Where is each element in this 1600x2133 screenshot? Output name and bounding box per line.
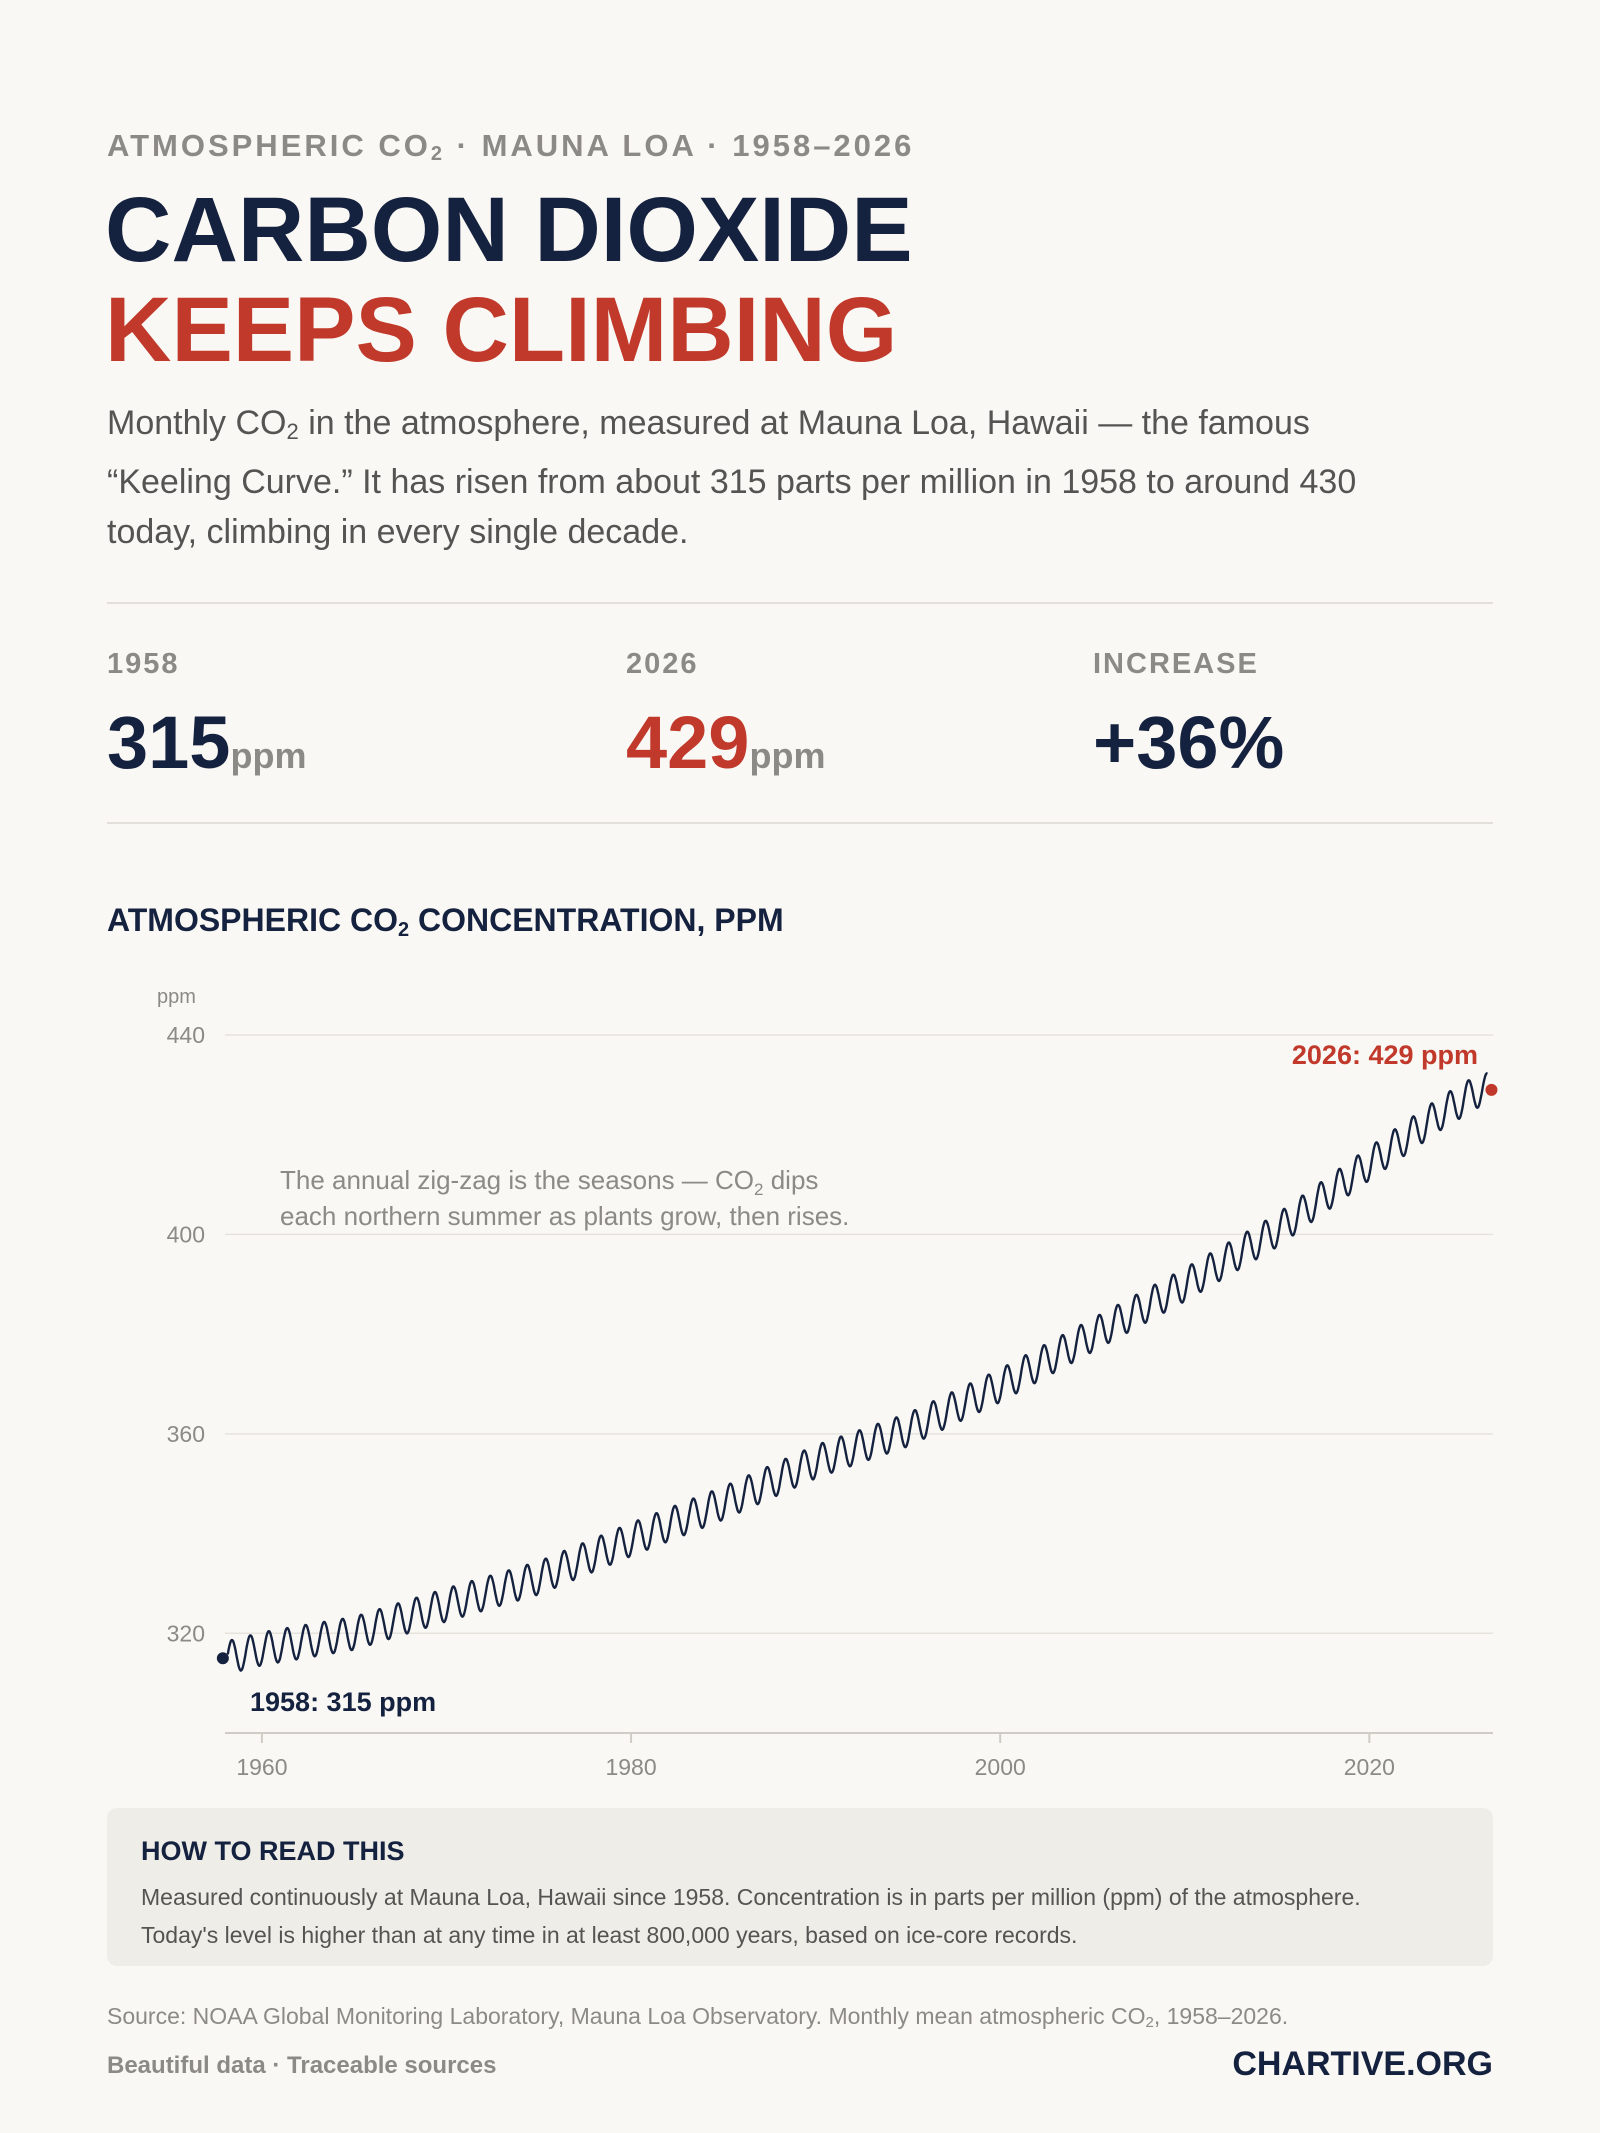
x-tick-label: 1980: [605, 1754, 656, 1780]
x-tick-labels: 1960 1980 2000 2020: [236, 1733, 1395, 1780]
start-point: [216, 1652, 229, 1665]
x-tick-label: 1960: [236, 1754, 287, 1780]
page-title: CARBON DIOXIDE KEEPS CLIMBING: [105, 180, 913, 380]
y-tick-label: 400: [167, 1221, 205, 1247]
y-tick-label: 320: [167, 1620, 205, 1646]
how-to-read-heading: HOW TO READ THIS: [141, 1836, 405, 1866]
divider-bottom: [107, 822, 1493, 824]
end-point-label: 2026: 429 ppm: [1292, 1040, 1478, 1070]
divider-top: [107, 602, 1493, 604]
seasonal-annotation: The annual zig-zag is the seasons — CO2 …: [280, 1165, 849, 1231]
chart-title: ATMOSPHERIC CO2 CONCENTRATION, PPM: [107, 902, 784, 941]
co2-line-chart: 320 360 400 440 1960 1980 2000 2020 ppm The an…: [157, 986, 1498, 1780]
title-line-1: CARBON DIOXIDE: [105, 179, 913, 281]
co2-series-line: [226, 1072, 1488, 1672]
stat-2026: 2026 429ppm: [626, 648, 825, 796]
stat-1958: 1958 315ppm: [107, 648, 306, 796]
y-axis-label: ppm: [157, 986, 196, 1008]
stat-label: 1958: [107, 648, 180, 680]
stat-value: 315ppm: [107, 701, 307, 784]
end-point: [1485, 1083, 1498, 1096]
brand-link[interactable]: CHARTIVE.ORG: [1232, 2045, 1493, 2083]
y-tick-label: 360: [167, 1421, 205, 1447]
lede-paragraph: Monthly CO2 in the atmosphere, measured …: [107, 404, 1357, 551]
kicker: ATMOSPHERIC CO2 · MAUNA LOA · 1958–2026: [107, 128, 915, 165]
start-point-label: 1958: 315 ppm: [250, 1687, 436, 1717]
stat-value: 429ppm: [626, 701, 826, 784]
stat-value: +36%: [1093, 701, 1285, 784]
stat-label: 2026: [626, 648, 699, 680]
how-to-read-text: Measured continuously at Mauna Loa, Hawa…: [141, 1884, 1361, 1948]
source-note: Source: NOAA Global Monitoring Laborator…: [107, 2003, 1289, 2031]
y-tick-labels: 320 360 400 440: [167, 1022, 205, 1646]
y-tick-label: 440: [167, 1022, 205, 1048]
x-tick-label: 2020: [1344, 1754, 1395, 1780]
stat-label: INCREASE: [1093, 648, 1259, 680]
how-to-read-box: HOW TO READ THIS Measured continuously a…: [107, 1808, 1493, 1966]
tagline: Beautiful data · Traceable sources: [107, 2052, 497, 2079]
x-tick-label: 2000: [975, 1754, 1026, 1780]
stat-increase: INCREASE +36%: [1093, 648, 1284, 796]
title-line-2: KEEPS CLIMBING: [105, 279, 898, 381]
gridlines: [225, 1034, 1493, 1734]
